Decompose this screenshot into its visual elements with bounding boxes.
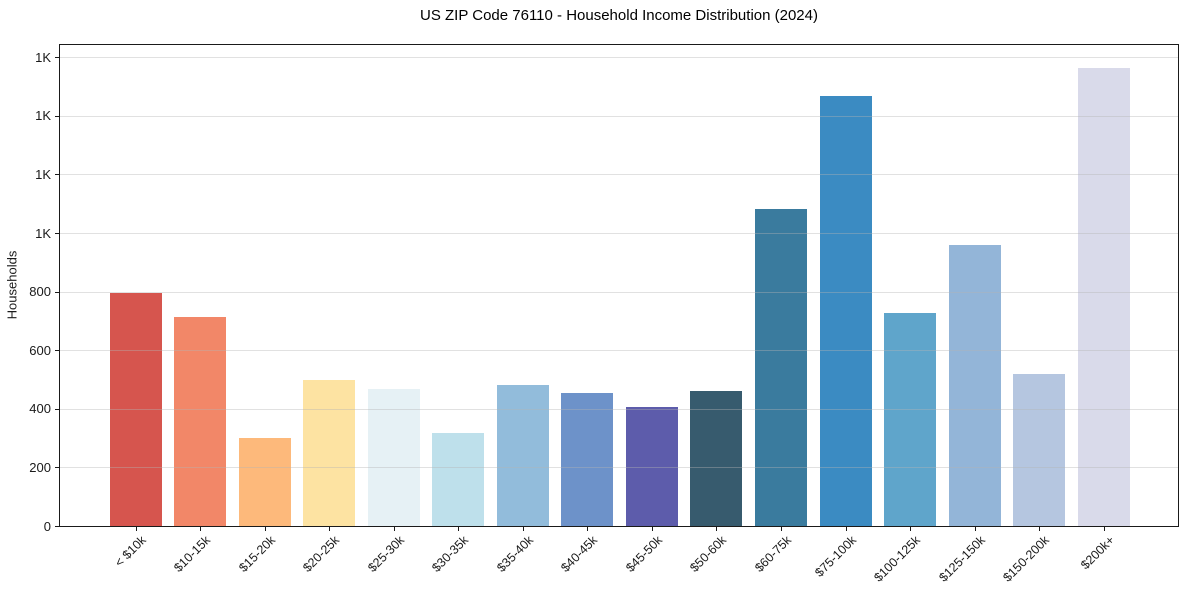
- bar-10: [690, 391, 743, 526]
- x-tick-label-text: $35-40k: [494, 533, 536, 575]
- x-tick-label-text: $50-60k: [687, 533, 729, 575]
- x-tick: [910, 527, 911, 531]
- x-tick-label-text: $75-100k: [812, 533, 859, 580]
- bar-11: [755, 209, 807, 526]
- x-tick: [846, 527, 847, 531]
- y-tick: [55, 292, 59, 293]
- y-tick: [55, 467, 59, 468]
- gridline: [60, 467, 1178, 468]
- x-tick-label-text: $125-150k: [936, 533, 988, 585]
- x-tick-label-text: $10-15k: [171, 533, 213, 575]
- gridline: [60, 233, 1178, 234]
- bar-8: [561, 393, 614, 526]
- bar-16: [1077, 68, 1130, 526]
- x-tick: [1039, 527, 1040, 531]
- x-tick-label-text: $15-20k: [236, 533, 278, 575]
- y-tick-label: 400: [29, 401, 51, 416]
- bar-5: [367, 389, 420, 526]
- x-tick: [652, 527, 653, 531]
- x-tick-label-text: $100-125k: [871, 533, 923, 585]
- x-tick: [975, 527, 976, 531]
- bar-7: [496, 385, 549, 526]
- plot-area: [59, 44, 1179, 527]
- chart-title: US ZIP Code 76110 - Household Income Dis…: [420, 7, 818, 24]
- bar-2: [174, 317, 227, 526]
- gridline: [60, 409, 1178, 410]
- x-tick-label-text: $20-25k: [300, 533, 342, 575]
- y-tick-label: 200: [29, 460, 51, 475]
- x-tick: [716, 527, 717, 531]
- x-tick-label-text: $45-50k: [623, 533, 665, 575]
- gridline: [60, 174, 1178, 175]
- x-tick: [394, 527, 395, 531]
- x-tick-label-text: $25-30k: [365, 533, 407, 575]
- y-tick: [55, 174, 59, 175]
- gridline: [60, 350, 1178, 351]
- bar-4: [303, 380, 356, 526]
- x-tick: [265, 527, 266, 531]
- bar-9: [625, 407, 678, 526]
- x-tick-label-text: $30-35k: [429, 533, 471, 575]
- x-tick-label-text: $60-75k: [752, 533, 794, 575]
- y-tick-label: 600: [29, 343, 51, 358]
- x-tick-label-text: < $10k: [112, 533, 149, 570]
- y-tick: [55, 526, 59, 527]
- x-tick: [458, 527, 459, 531]
- y-tick-label: 800: [29, 284, 51, 299]
- x-tick: [587, 527, 588, 531]
- bar-1: [109, 293, 162, 526]
- x-tick: [1104, 527, 1105, 531]
- x-tick: [329, 527, 330, 531]
- x-tick: [781, 527, 782, 531]
- bar-13: [884, 313, 937, 526]
- y-tick: [55, 57, 59, 58]
- y-tick: [55, 409, 59, 410]
- gridline: [60, 57, 1178, 58]
- bar-6: [432, 433, 485, 526]
- y-tick: [55, 116, 59, 117]
- y-tick-label: 1K: [35, 50, 51, 65]
- bar-14: [948, 245, 1001, 526]
- x-tick-label-text: $40-45k: [558, 533, 600, 575]
- x-tick-label-text: $200k+: [1077, 533, 1117, 573]
- y-tick: [55, 233, 59, 234]
- gridline: [60, 116, 1178, 117]
- bar-15: [1013, 374, 1066, 526]
- bar-3: [238, 438, 291, 526]
- gridline: [60, 292, 1178, 293]
- x-tick: [136, 527, 137, 531]
- x-tick: [200, 527, 201, 531]
- x-tick-label-text: $150-200k: [1000, 533, 1052, 585]
- y-tick-label: 1K: [35, 167, 51, 182]
- bar-12: [819, 96, 872, 526]
- y-tick-label: 0: [43, 519, 51, 534]
- y-tick-label: 1K: [35, 226, 51, 241]
- x-tick: [523, 527, 524, 531]
- y-tick-label: 1K: [35, 108, 51, 123]
- y-tick: [55, 350, 59, 351]
